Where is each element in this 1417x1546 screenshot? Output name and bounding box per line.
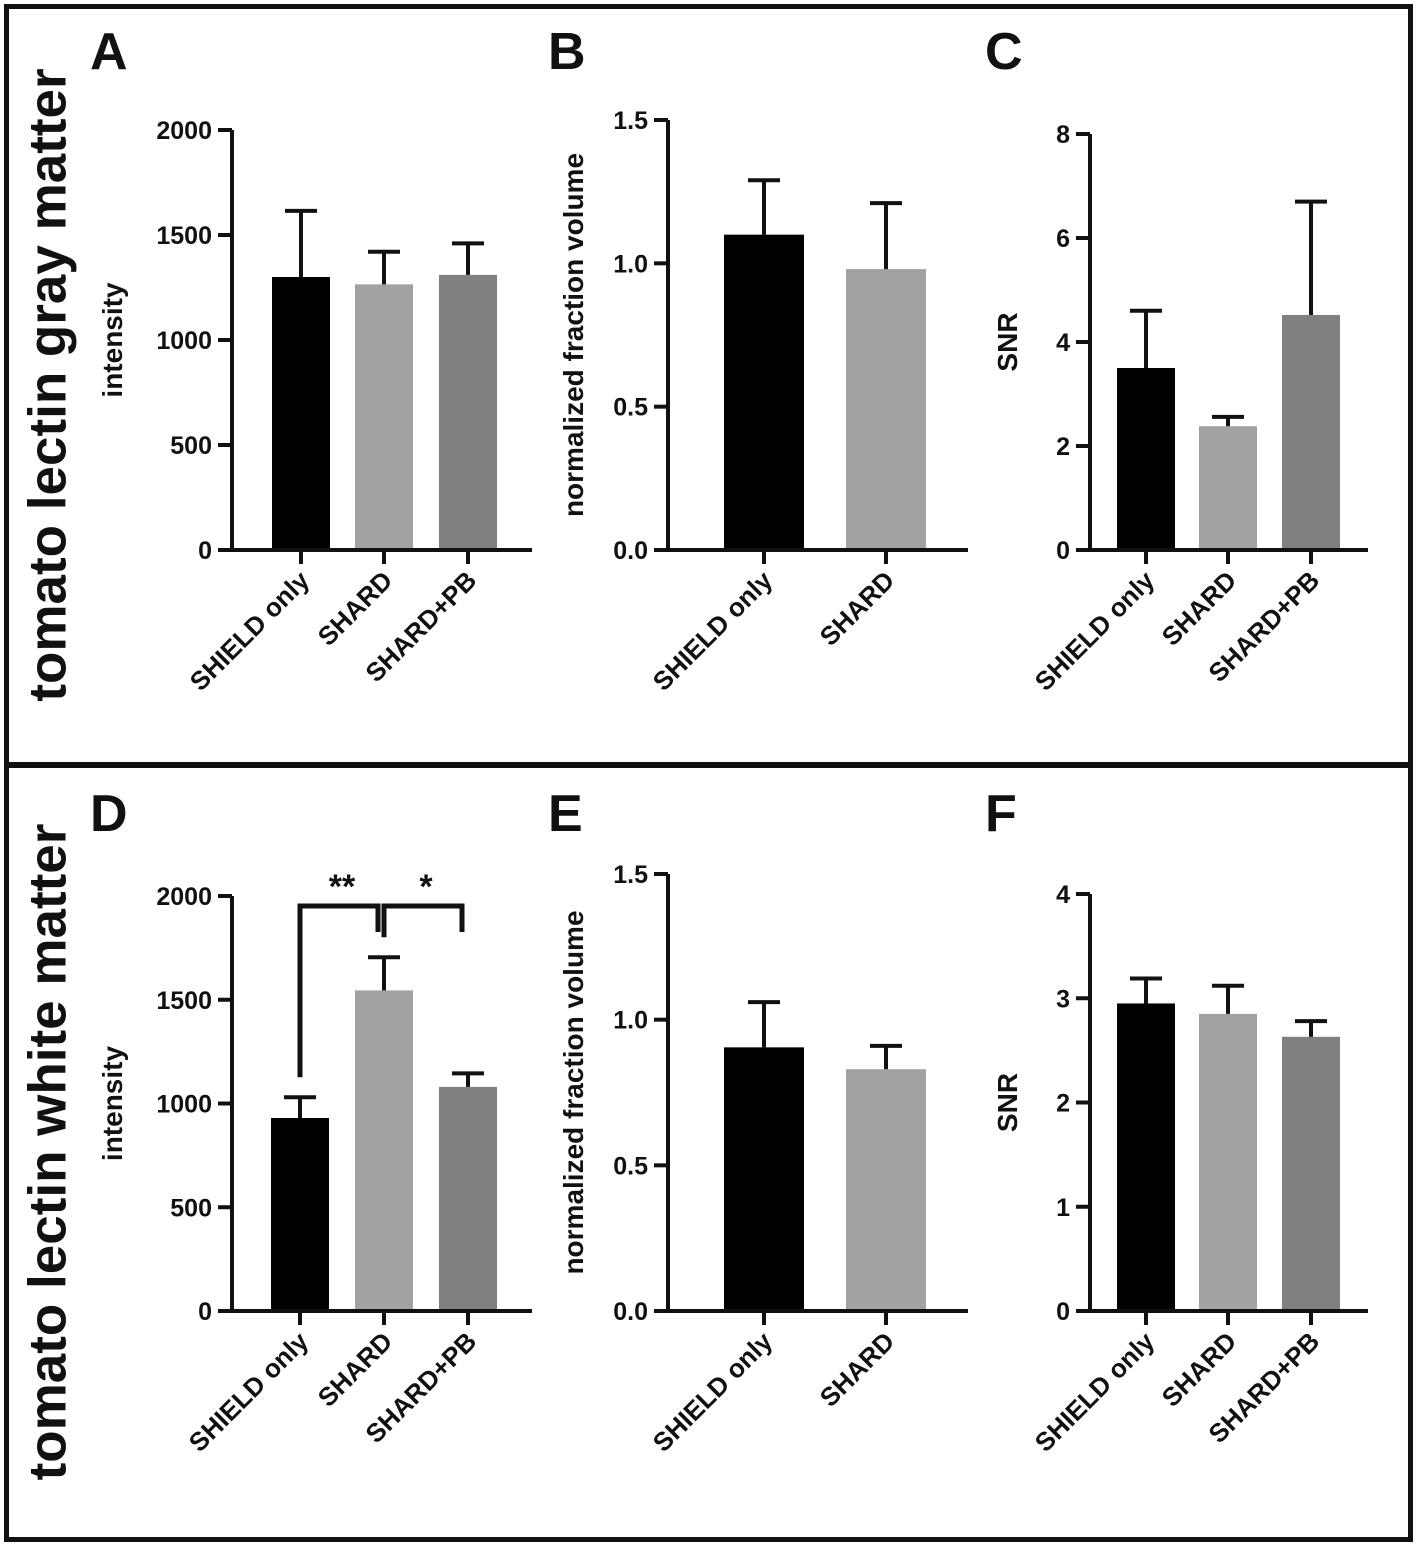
y-tick-label-c-3: 6 bbox=[1056, 225, 1070, 253]
y-tick-label-c-0: 0 bbox=[1056, 537, 1070, 565]
y-tick-label-c-4: 8 bbox=[1056, 121, 1070, 149]
bar-d-shard-pb bbox=[439, 1086, 497, 1311]
y-tick-label-c-1: 2 bbox=[1056, 433, 1070, 461]
bar-f-shard-pb bbox=[1282, 1036, 1340, 1311]
significance-bracket-d-0 bbox=[297, 903, 381, 1078]
y-axis-label-c: SNR bbox=[992, 312, 1023, 371]
y-tick-label-a-2: 1000 bbox=[156, 327, 212, 355]
x-tick-label-e-shard: SHARD bbox=[814, 1326, 901, 1413]
y-axis-label-a: intensity bbox=[97, 282, 128, 398]
y-tick-label-d-1: 500 bbox=[170, 1194, 212, 1222]
bar-a-shield-only bbox=[272, 277, 330, 550]
y-tick-label-f-0: 0 bbox=[1056, 1298, 1070, 1326]
bar-a-shard bbox=[355, 284, 413, 550]
y-tick-label-b-0: 0.0 bbox=[613, 537, 648, 565]
y-tick-label-e-0: 0.0 bbox=[613, 1298, 648, 1326]
panel-letter-d: D bbox=[90, 785, 128, 843]
x-tick-label-e-shield-only: SHIELD only bbox=[647, 1326, 779, 1458]
y-tick-label-a-3: 1500 bbox=[156, 222, 212, 250]
y-tick-label-a-1: 500 bbox=[170, 432, 212, 460]
y-tick-label-b-1: 0.5 bbox=[613, 394, 648, 422]
chart-panel-e: 0.0 0.5 1.0 1.5 SHIELD only SHARD normalized f… bbox=[558, 861, 968, 1458]
x-tick-label-b-shield-only: SHIELD only bbox=[647, 565, 779, 697]
significance-label-d-1: * bbox=[419, 868, 433, 906]
y-tick-label-a-0: 0 bbox=[198, 537, 212, 565]
bar-e-shield-only bbox=[724, 1047, 804, 1311]
panel-letter-b: B bbox=[548, 23, 586, 81]
bar-c-shield-only bbox=[1117, 368, 1175, 550]
y-tick-label-b-2: 1.0 bbox=[613, 250, 648, 278]
y-tick-label-d-2: 1000 bbox=[156, 1091, 212, 1119]
y-tick-label-c-2: 4 bbox=[1056, 329, 1070, 357]
bar-f-shard bbox=[1199, 1013, 1257, 1311]
y-axis-label-d: intensity bbox=[97, 1046, 128, 1162]
row-box-white-matter bbox=[4, 763, 1413, 1542]
y-axis-label-b: normalized fraction volume bbox=[558, 153, 589, 517]
bar-c-shard-pb bbox=[1282, 314, 1340, 550]
y-tick-label-e-1: 0.5 bbox=[613, 1152, 648, 1180]
y-tick-label-f-2: 2 bbox=[1056, 1090, 1070, 1118]
significance-label-d-0: ** bbox=[329, 868, 356, 906]
y-tick-label-b-3: 1.5 bbox=[613, 107, 648, 135]
bar-d-shard bbox=[355, 990, 413, 1311]
bar-b-shard bbox=[846, 269, 926, 550]
y-tick-label-d-4: 2000 bbox=[156, 883, 212, 911]
panel-letter-f: F bbox=[985, 785, 1017, 843]
bar-f-shield-only bbox=[1117, 1003, 1175, 1311]
chart-panel-b: 0.0 0.5 1.0 1.5 SHIELD only SHARD normalized f… bbox=[558, 107, 968, 697]
y-tick-label-f-3: 3 bbox=[1056, 985, 1070, 1013]
y-tick-label-d-0: 0 bbox=[198, 1298, 212, 1326]
bar-b-shield-only bbox=[724, 234, 804, 550]
y-tick-label-e-3: 1.5 bbox=[613, 861, 648, 889]
x-tick-label-d-shard: SHARD bbox=[312, 1326, 399, 1413]
y-tick-label-f-4: 4 bbox=[1056, 881, 1070, 909]
x-tick-label-c-shield-only: SHIELD only bbox=[1029, 565, 1161, 697]
y-tick-label-f-1: 1 bbox=[1056, 1194, 1070, 1222]
x-tick-label-a-shard: SHARD bbox=[312, 565, 399, 652]
bar-d-shield-only bbox=[271, 1118, 329, 1311]
panel-letter-e: E bbox=[548, 785, 583, 843]
bar-a-shard-pb bbox=[439, 274, 497, 550]
x-tick-label-b-shard: SHARD bbox=[814, 565, 901, 652]
panel-letter-c: C bbox=[985, 23, 1023, 81]
x-tick-label-a-shield-only: SHIELD only bbox=[184, 565, 316, 697]
y-tick-label-d-3: 1500 bbox=[156, 987, 212, 1015]
y-axis-label-f: SNR bbox=[992, 1073, 1023, 1132]
bar-e-shard bbox=[846, 1069, 926, 1311]
y-axis-label-e: normalized fraction volume bbox=[558, 910, 589, 1274]
significance-bracket-d-1 bbox=[381, 903, 465, 938]
x-tick-label-f-shield-only: SHIELD only bbox=[1029, 1326, 1161, 1458]
panel-letter-a: A bbox=[90, 23, 128, 81]
x-tick-label-d-shield-only: SHIELD only bbox=[183, 1326, 315, 1458]
y-tick-label-a-4: 2000 bbox=[156, 117, 212, 145]
bar-c-shard bbox=[1199, 426, 1257, 550]
y-tick-label-e-2: 1.0 bbox=[613, 1007, 648, 1035]
